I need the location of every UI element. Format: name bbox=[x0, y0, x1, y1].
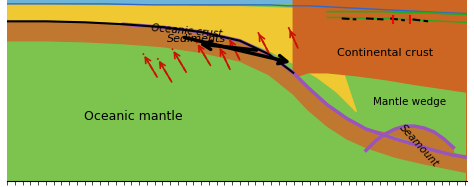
Text: Seamount: Seamount bbox=[398, 122, 441, 169]
Polygon shape bbox=[7, 21, 467, 173]
Text: Oceanic mantle: Oceanic mantle bbox=[84, 110, 182, 123]
Polygon shape bbox=[293, 17, 467, 92]
Polygon shape bbox=[7, 0, 467, 3]
Polygon shape bbox=[366, 126, 453, 155]
Text: Sediments: Sediments bbox=[167, 34, 226, 44]
Text: Mantle wedge: Mantle wedge bbox=[373, 97, 446, 107]
Text: Oceanic crust: Oceanic crust bbox=[151, 23, 222, 39]
Text: Continental crust: Continental crust bbox=[337, 48, 433, 58]
Polygon shape bbox=[7, 5, 467, 112]
Polygon shape bbox=[7, 0, 467, 181]
Polygon shape bbox=[293, 0, 467, 181]
